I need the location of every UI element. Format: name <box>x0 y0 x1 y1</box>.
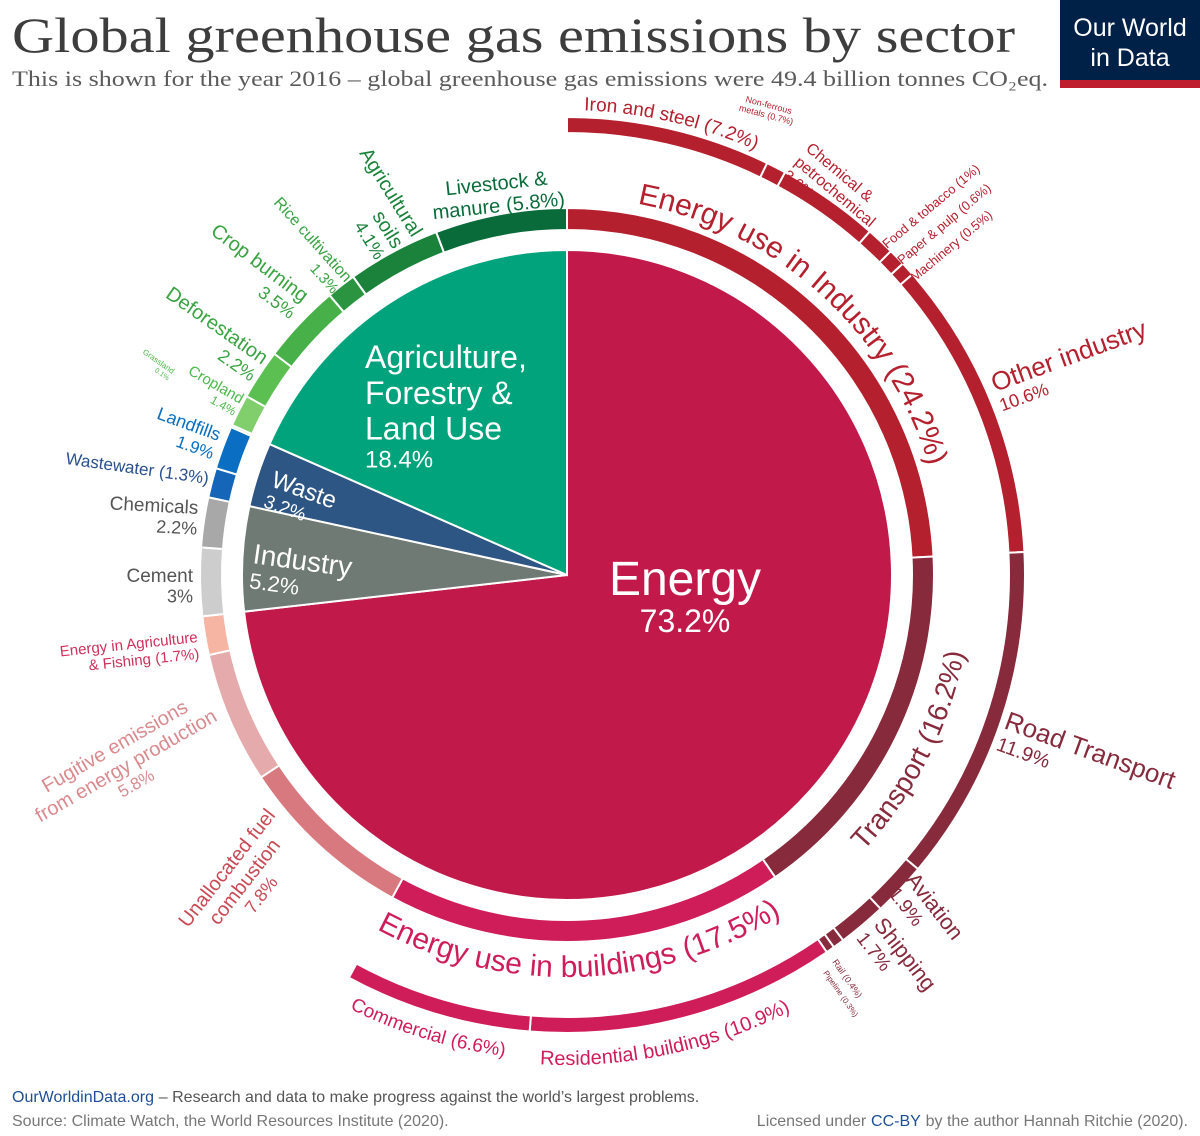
segment-label: Agriculture, <box>365 339 527 375</box>
segment-label: Forestry & <box>365 375 513 411</box>
footer-source: Source: Climate Watch, the World Resourc… <box>12 1113 449 1130</box>
segment-name: & Fishing <box>88 651 152 674</box>
license-text: by the author Hannah Ritchie (2020). <box>926 1113 1188 1130</box>
license-text: Licensed under <box>757 1113 867 1130</box>
segment-label: Land Use <box>365 411 502 447</box>
segment-label: & Fishing (1.7%) <box>88 646 200 675</box>
segment <box>199 546 226 618</box>
segment-label: Chemicals <box>109 493 199 519</box>
segment-name: Chemicals <box>109 493 199 519</box>
segment-value: 73.2% <box>640 603 731 639</box>
license-link[interactable]: CC-BY <box>871 1113 921 1130</box>
segment-value: (1.7%) <box>154 646 200 668</box>
segment <box>347 962 533 1033</box>
footer-line: OurWorldinData.org – Research and data to… <box>12 1089 699 1106</box>
segment-label: Cement <box>126 566 193 587</box>
segment-label: Energy <box>609 553 761 606</box>
segment-name: Agriculture, <box>365 339 527 375</box>
segment <box>434 206 568 254</box>
segment <box>242 248 893 901</box>
segment-value: 3% <box>167 587 193 607</box>
chart-title: Global greenhouse gas emissions by secto… <box>12 7 1015 63</box>
footer-site[interactable]: OurWorldinData.org <box>12 1089 154 1106</box>
logo-box <box>1060 0 1200 80</box>
logo-text: in Data <box>1090 44 1169 72</box>
logo-text: Our World <box>1073 14 1186 42</box>
logo-bar <box>1060 80 1200 88</box>
segment-name: Cement <box>126 566 193 587</box>
footer-license: Licensed under CC-BY by the author Hannah … <box>757 1113 1188 1130</box>
footer-tagline: – Research and data to make progress aga… <box>159 1089 699 1106</box>
segment-value: 2.2% <box>156 517 198 539</box>
segment-value: 18.4% <box>365 446 433 473</box>
segment-name: Land Use <box>365 411 502 447</box>
segment <box>268 248 568 577</box>
chart-subtitle: This is shown for the year 2016 – global… <box>12 66 1048 91</box>
segment-name: Energy <box>609 553 761 606</box>
segment-label-group: Livestock &manure (5.8%) <box>432 168 566 225</box>
segment-name: Forestry & <box>365 375 513 411</box>
sunburst <box>199 115 1026 1034</box>
